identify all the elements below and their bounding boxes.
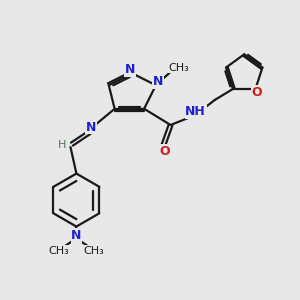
Text: N: N [153,75,164,88]
Text: N: N [86,121,96,134]
Text: H: H [58,140,66,150]
Text: N: N [71,229,82,242]
Text: CH₃: CH₃ [168,63,189,73]
Text: O: O [252,86,262,99]
Text: NH: NH [185,105,206,118]
Text: CH₃: CH₃ [84,246,104,256]
Text: O: O [159,145,170,158]
Text: CH₃: CH₃ [48,246,69,256]
Text: N: N [125,63,135,76]
